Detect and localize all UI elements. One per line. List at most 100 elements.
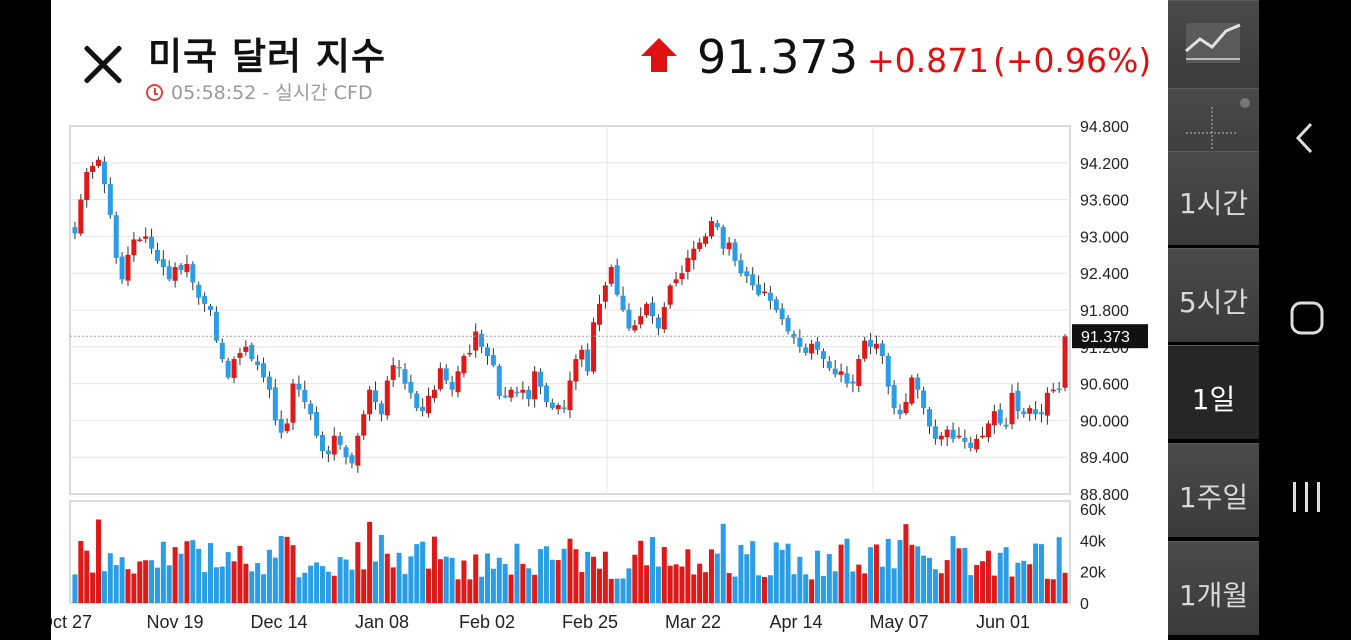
- volume-bar: [231, 561, 237, 603]
- volume-bar: [402, 574, 408, 603]
- candle-body: [72, 227, 78, 234]
- volume-bar: [496, 557, 502, 603]
- candle-body: [202, 295, 208, 304]
- candle-body: [137, 239, 143, 241]
- volume-bar: [862, 573, 868, 603]
- volume-bar: [272, 557, 278, 603]
- candle-body: [231, 359, 237, 378]
- candle-body: [290, 383, 296, 423]
- timeframe-1d[interactable]: 1일: [1168, 345, 1259, 439]
- price-change-percent: (+0.96%): [993, 41, 1152, 80]
- candle-body: [178, 264, 184, 271]
- candle-body: [561, 407, 567, 409]
- volume-bar: [921, 555, 927, 603]
- volume-bar: [149, 560, 155, 603]
- volume-bar: [479, 576, 485, 603]
- candle-body: [720, 227, 726, 249]
- candle-body: [632, 325, 638, 331]
- candle-body: [1009, 392, 1015, 425]
- candle-body: [543, 385, 549, 402]
- candle-body: [461, 356, 467, 374]
- candle-body: [567, 380, 573, 411]
- candle-body: [579, 349, 585, 360]
- candle-body: [962, 437, 968, 442]
- candle-body: [602, 285, 608, 302]
- volume-bar: [137, 561, 143, 603]
- volume-bar: [431, 536, 437, 603]
- volume-bar: [962, 547, 968, 603]
- price-change: +0.871: [867, 41, 990, 80]
- timeframe-1h[interactable]: 1시간: [1168, 151, 1259, 245]
- candle-body: [1021, 411, 1027, 415]
- volume-bar: [738, 544, 744, 603]
- timeframe-1w[interactable]: 1주일: [1168, 443, 1259, 537]
- volume-bar: [703, 572, 709, 603]
- volume-bar: [809, 579, 815, 603]
- x-tick-label: Oct 27: [51, 612, 92, 632]
- candle-body: [974, 438, 980, 450]
- quote-time: 05:58:52 - 실시간 CFD: [146, 78, 373, 105]
- candlestick-chart[interactable]: 94.80094.20093.60093.00092.40091.80091.2…: [51, 0, 1168, 640]
- candle-body: [826, 361, 832, 369]
- candle-body: [119, 256, 125, 280]
- x-tick-label: Jan 08: [355, 612, 409, 632]
- volume-bar: [160, 541, 166, 603]
- volume-bar: [673, 564, 679, 603]
- volume-bar: [815, 550, 821, 603]
- volume-bar: [225, 552, 231, 603]
- volume-bar: [343, 559, 349, 603]
- candle-body: [673, 279, 679, 284]
- volume-bar: [184, 541, 190, 603]
- y-tick-label: 88.800: [1080, 487, 1129, 504]
- candle-body: [1062, 336, 1068, 388]
- candle-body: [997, 409, 1003, 424]
- volume-bar: [850, 571, 856, 603]
- home-icon[interactable]: [1289, 300, 1325, 336]
- volume-bar: [502, 564, 508, 603]
- candle-body: [184, 264, 190, 273]
- volume-bar: [202, 572, 208, 603]
- candle-body: [190, 264, 196, 283]
- volume-bar: [101, 571, 107, 603]
- volume-bar: [1033, 543, 1039, 603]
- candle-body: [909, 377, 915, 404]
- volume-bar: [691, 574, 697, 603]
- candle-body: [555, 405, 561, 410]
- y-tick-label: 93.600: [1080, 193, 1129, 210]
- volume-bar: [325, 571, 331, 603]
- volume-bar: [726, 573, 732, 603]
- timeframe-label: 1개월: [1178, 579, 1249, 612]
- volume-bar: [154, 567, 160, 603]
- up-arrow-icon: [641, 38, 677, 72]
- timeframe-1m[interactable]: 1개월: [1168, 541, 1259, 635]
- volume-bar: [455, 579, 461, 603]
- chart-type-button[interactable]: [1168, 0, 1259, 94]
- candle-body: [302, 389, 308, 402]
- volume-bar: [319, 566, 325, 603]
- candle-body: [508, 389, 514, 398]
- candle-body: [815, 341, 821, 350]
- candle-body: [107, 184, 113, 215]
- volume-bar: [932, 569, 938, 603]
- candle-body: [744, 271, 750, 277]
- candle-body: [502, 395, 508, 398]
- x-tick-label: Nov 19: [146, 612, 203, 632]
- recents-icon[interactable]: [1291, 480, 1323, 514]
- volume-bar: [1021, 560, 1027, 603]
- candle-body: [314, 412, 320, 436]
- volume-bar: [143, 560, 149, 603]
- back-icon[interactable]: [1293, 120, 1317, 156]
- candle-body: [767, 292, 773, 301]
- chart-panel: 미국 달러 지수 05:58:52 - 실시간 CFD 91.373 +0.87…: [51, 0, 1168, 640]
- candle-body: [927, 409, 933, 427]
- current-price-tag: [1072, 324, 1148, 349]
- candle-body: [738, 260, 744, 274]
- candle-body: [691, 248, 697, 261]
- volume-bar: [974, 564, 980, 603]
- volume-bar: [261, 574, 267, 603]
- volume-bar: [638, 540, 644, 603]
- volume-bar: [567, 538, 573, 603]
- volume-bar: [773, 542, 779, 603]
- timeframe-5h[interactable]: 5시간: [1168, 248, 1259, 342]
- candle-body: [373, 390, 379, 402]
